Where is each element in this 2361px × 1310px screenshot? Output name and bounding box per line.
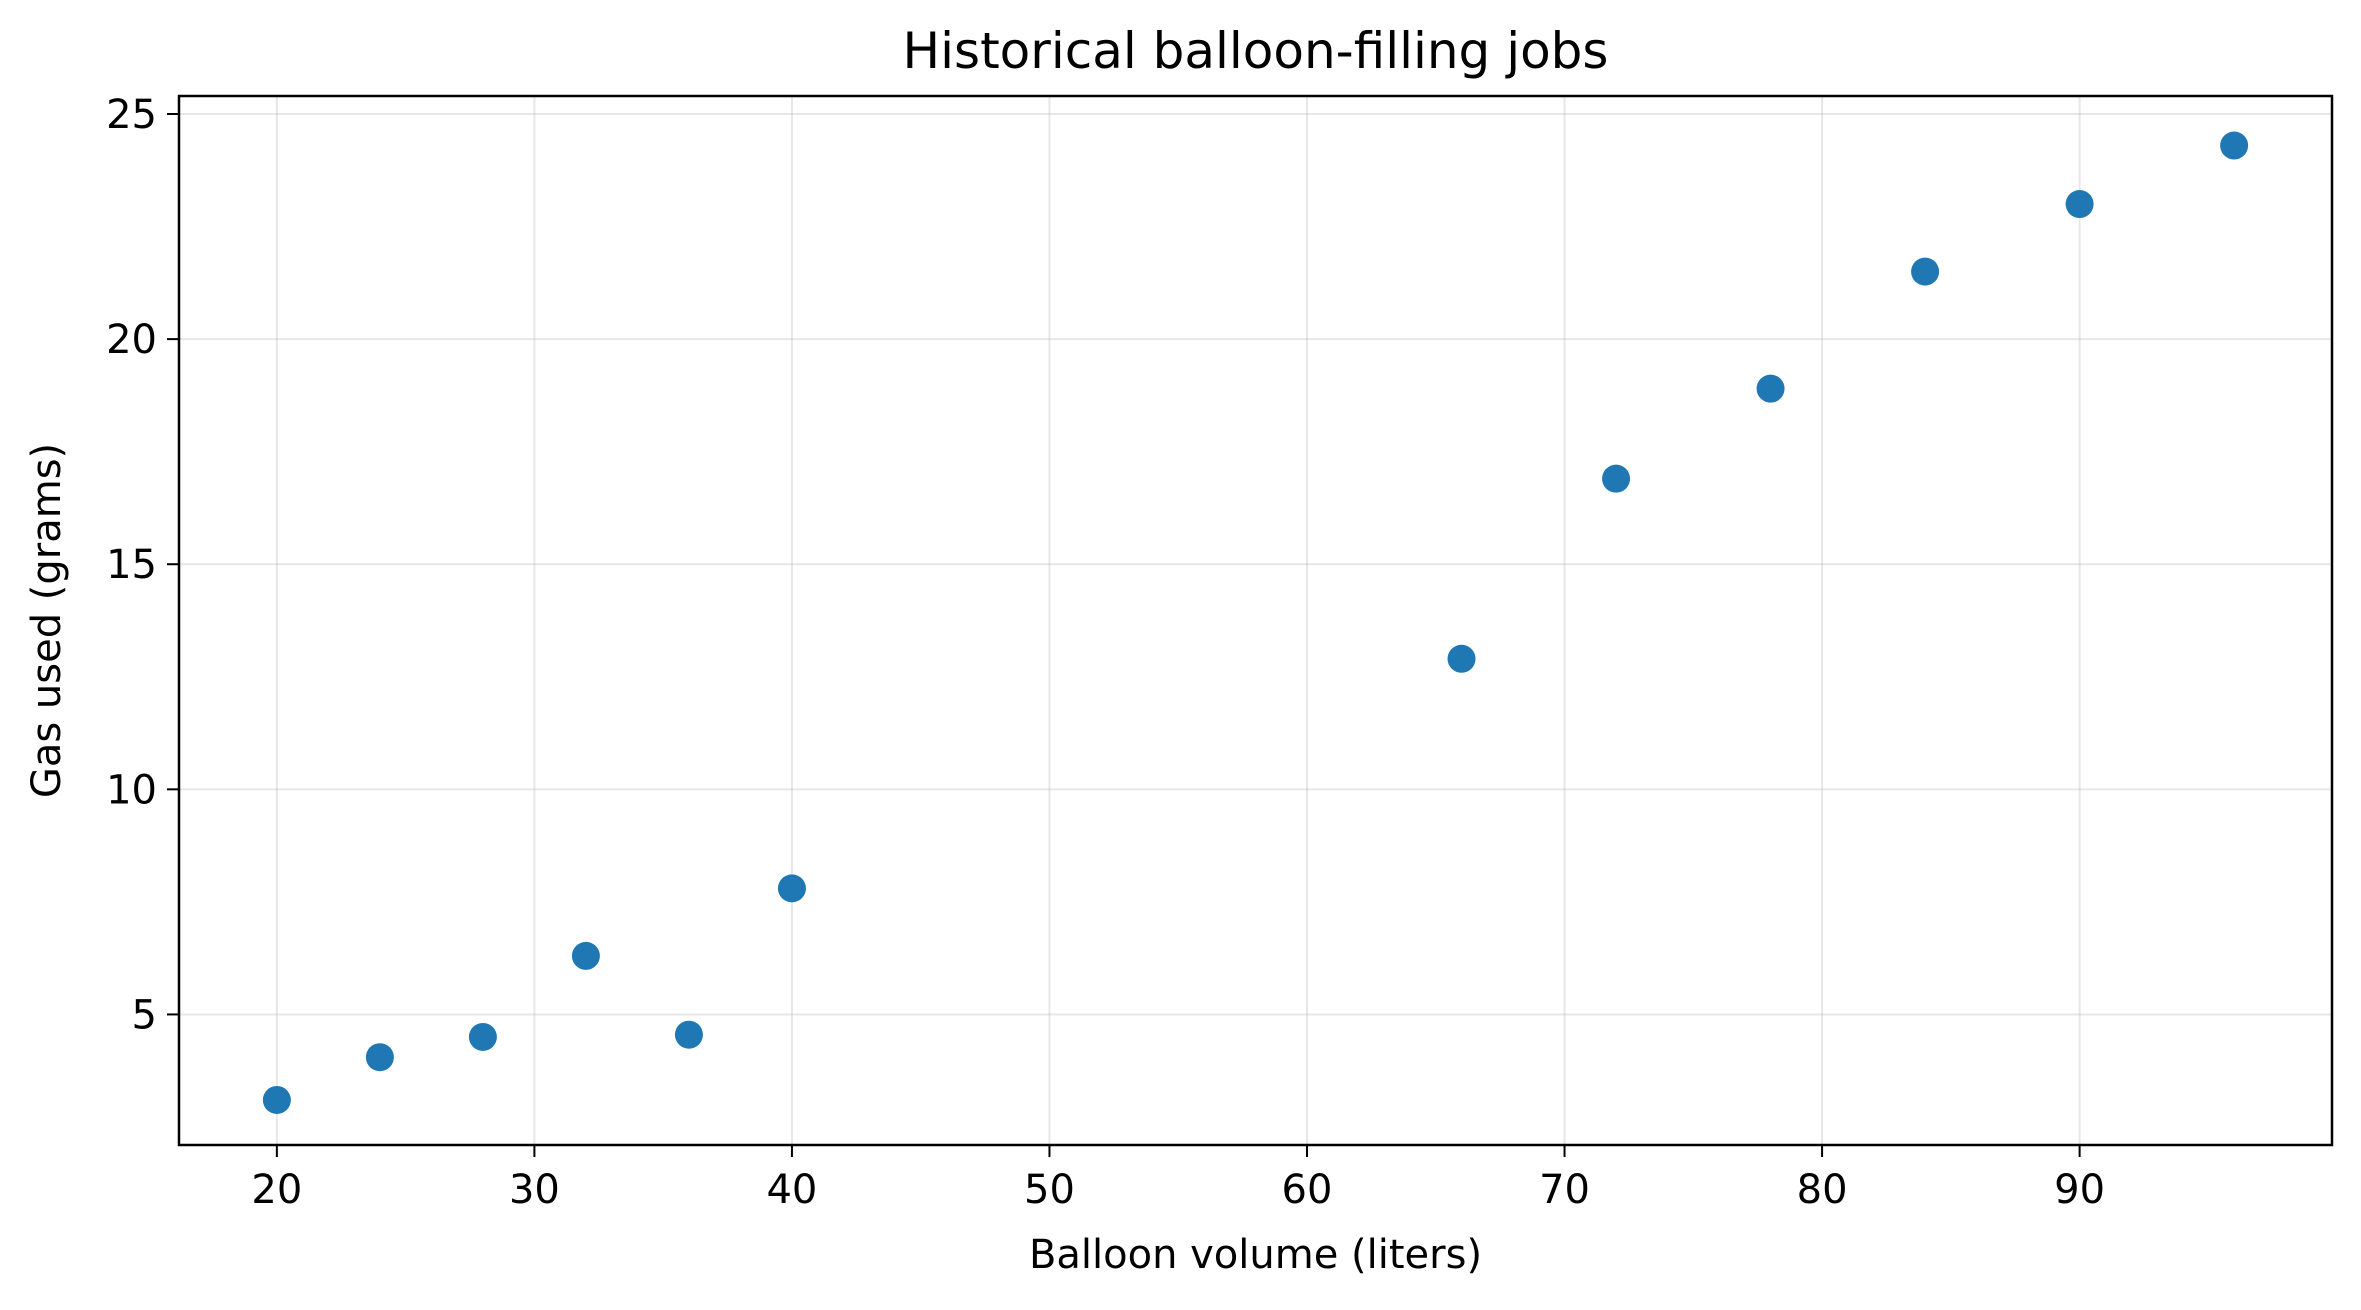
data-point [262, 1085, 291, 1114]
x-axis-ticks: 20 30 40 50 60 70 80 90 [251, 1145, 2105, 1213]
data-point [2220, 131, 2249, 160]
data-point [777, 874, 806, 903]
y-tick-label: 20 [106, 317, 157, 363]
x-tick-label: 50 [1024, 1167, 1075, 1213]
x-tick-label: 70 [1539, 1167, 1590, 1213]
data-point [2065, 190, 2094, 219]
data-point [1756, 374, 1785, 403]
y-axis-label: Gas used (grams) [24, 443, 70, 798]
data-point [571, 941, 600, 970]
data-point [1911, 257, 1940, 286]
x-tick-label: 40 [766, 1167, 817, 1213]
y-tick-label: 5 [132, 992, 157, 1038]
y-axis-ticks: 5 10 15 20 25 [106, 92, 179, 1038]
x-axis-label: Balloon volume (liters) [1029, 1232, 1482, 1278]
x-tick-label: 80 [1797, 1167, 1848, 1213]
chart-title: Historical balloon-filling jobs [903, 22, 1609, 80]
data-points [262, 131, 2249, 1114]
y-tick-label: 10 [106, 767, 157, 813]
x-tick-label: 90 [2054, 1167, 2105, 1213]
plot-area-frame [177, 94, 2334, 1147]
grid [179, 96, 2332, 1145]
data-point [468, 1022, 497, 1051]
data-point [1447, 644, 1476, 673]
data-point [1602, 464, 1631, 493]
y-tick-label: 15 [106, 542, 157, 588]
x-tick-label: 60 [1282, 1167, 1333, 1213]
y-tick-label: 25 [106, 92, 157, 138]
data-point [365, 1043, 394, 1072]
x-tick-label: 20 [251, 1167, 302, 1213]
data-point [674, 1020, 703, 1049]
x-tick-label: 30 [509, 1167, 560, 1213]
